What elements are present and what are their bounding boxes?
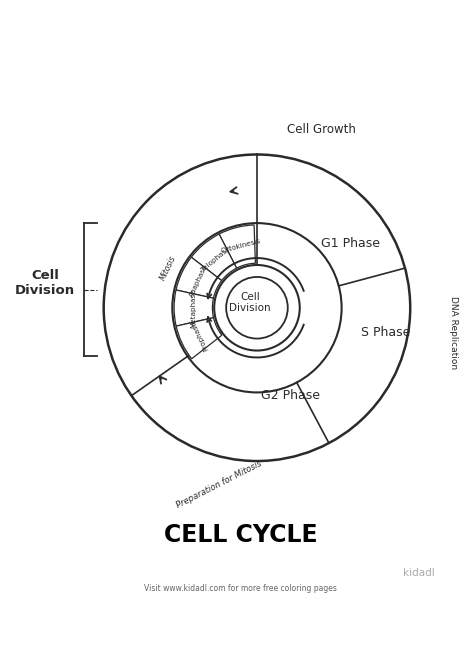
- Text: Cell
Division: Cell Division: [229, 292, 271, 313]
- Text: Mitosis: Mitosis: [158, 254, 177, 282]
- Wedge shape: [176, 257, 222, 298]
- Text: Visit www.kidadl.com for more free coloring pages: Visit www.kidadl.com for more free color…: [145, 584, 337, 593]
- Text: CELL CYCLE: CELL CYCLE: [164, 523, 318, 547]
- Text: Cell
Division: Cell Division: [15, 268, 75, 296]
- Text: Cell Growth: Cell Growth: [287, 123, 356, 136]
- Text: S Phase: S Phase: [362, 326, 411, 339]
- Wedge shape: [191, 234, 237, 280]
- Text: kidadl: kidadl: [403, 569, 435, 578]
- Text: Telophase: Telophase: [201, 245, 232, 272]
- Text: G2 Phase: G2 Phase: [261, 389, 320, 401]
- Wedge shape: [176, 318, 222, 359]
- Text: Preparation for Mitosis: Preparation for Mitosis: [175, 459, 264, 510]
- Text: Anaphase: Anaphase: [189, 264, 210, 298]
- Text: G1 Phase: G1 Phase: [321, 237, 380, 250]
- Text: Metaphase: Metaphase: [190, 288, 196, 328]
- Wedge shape: [219, 225, 255, 268]
- Text: Cytokinesis: Cytokinesis: [220, 238, 262, 254]
- Text: Prophase: Prophase: [190, 319, 209, 351]
- Wedge shape: [174, 290, 213, 326]
- Text: DNA Replication: DNA Replication: [448, 296, 457, 369]
